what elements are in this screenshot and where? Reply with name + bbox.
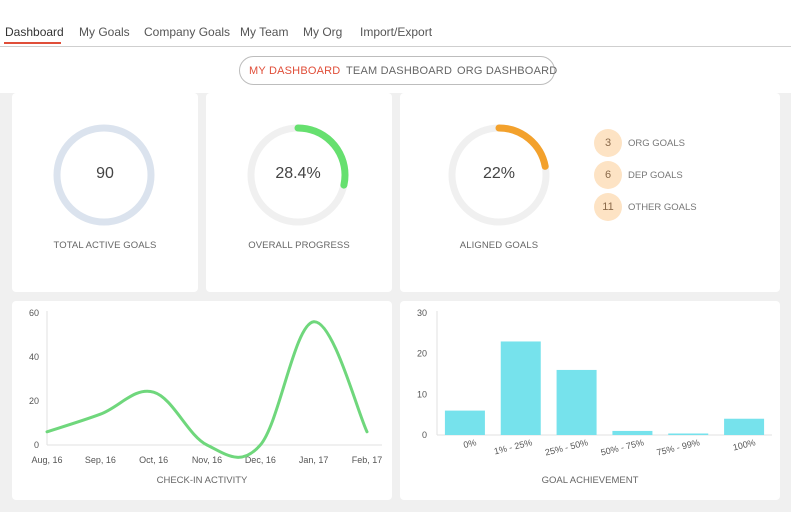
x-tick-label: Dec, 16: [245, 455, 276, 465]
overall-progress-caption: OVERALL PROGRESS: [248, 240, 350, 251]
overall-progress-ring-arc: [247, 124, 349, 226]
top-navigation: [0, 0, 791, 47]
x-tick-label: 25% - 50%: [544, 437, 589, 457]
y-tick-label: 20: [417, 349, 427, 359]
goal-achievement-bar: [500, 341, 541, 435]
x-tick-label: 100%: [732, 437, 757, 452]
x-tick-label: 75% - 99%: [656, 437, 701, 457]
y-tick-label: 0: [422, 430, 427, 440]
tab-company-goals[interactable]: Company Goals: [144, 25, 231, 39]
other-goals-count: 11: [594, 193, 622, 221]
x-tick-label: Nov, 16: [192, 455, 222, 465]
goal-achievement-bar: [556, 369, 597, 435]
dep-goals-count: 6: [594, 161, 622, 189]
y-tick-label: 0: [34, 440, 39, 450]
dashboard-switcher: [239, 56, 555, 85]
goal-achievement-bar: [724, 418, 765, 435]
x-tick-label: 1% - 25%: [493, 437, 533, 456]
x-tick-label: 0%: [462, 437, 477, 450]
aligned-goals-card: [400, 93, 780, 292]
tab-my-goals[interactable]: My Goals: [79, 25, 130, 39]
y-tick-label: 30: [417, 308, 427, 318]
total-goals-ring: [53, 124, 155, 226]
active-tab-indicator: [4, 42, 61, 44]
x-tick-label: Sep, 16: [85, 455, 116, 465]
x-tick-label: Feb, 17: [352, 455, 383, 465]
check-in-activity-chart: 0 20 40 60 Aug, 16 Sep, 16 Oct, 16 Nov, 16 Dec, …: [29, 308, 383, 486]
goal-achievement-bar: [668, 433, 709, 435]
y-tick-label: 10: [417, 389, 427, 399]
total-active-goals-value: 90: [96, 165, 114, 182]
aligned-goals-caption: ALIGNED GOALS: [459, 240, 539, 251]
tab-org-dashboard[interactable]: ORG DASHBOARD: [457, 65, 558, 77]
tab-import-export[interactable]: Import/Export: [360, 25, 433, 39]
aligned-goals-ring-arc: [448, 124, 550, 226]
check-in-activity-caption: CHECK-IN ACTIVITY: [157, 475, 248, 486]
other-goals-label: OTHER GOALS: [628, 202, 697, 213]
x-tick-label: Aug, 16: [31, 455, 62, 465]
tab-my-dashboard[interactable]: MY DASHBOARD: [249, 65, 341, 77]
goal-achievement-bar: [612, 430, 653, 435]
goal-achievement-bar: [444, 410, 485, 435]
overall-progress-ring: [247, 124, 349, 226]
aligned-goals-ring: [448, 124, 550, 226]
y-tick-label: 60: [29, 308, 39, 318]
dep-goals-label: DEP GOALS: [628, 170, 683, 181]
total-active-goals-caption: TOTAL ACTIVE GOALS: [53, 240, 157, 251]
overall-progress-value: 28.4%: [275, 165, 321, 182]
y-tick-label: 20: [29, 396, 39, 406]
org-goals-label: ORG GOALS: [628, 138, 686, 149]
total-goals-ring-track: [53, 124, 155, 226]
tab-dashboard[interactable]: Dashboard: [5, 25, 64, 39]
aligned-goals-value: 22%: [482, 165, 516, 182]
x-tick-label: Jan, 17: [299, 455, 329, 465]
y-tick-label: 40: [29, 352, 39, 362]
goal-achievement-caption: GOAL ACHIEVEMENT: [542, 475, 639, 486]
tab-my-team[interactable]: My Team: [240, 25, 289, 39]
goal-achievement-chart: 0 10 20 30 0% 1% - 25% 25% - 50% 50% - 75% 75% -…: [417, 308, 772, 486]
x-tick-label: 50% - 75%: [600, 437, 645, 457]
tab-team-dashboard[interactable]: TEAM DASHBOARD: [346, 65, 453, 77]
check-in-series-line: [45, 320, 369, 459]
org-goals-count: 3: [594, 129, 622, 157]
x-tick-label: Oct, 16: [139, 455, 168, 465]
tab-my-org[interactable]: My Org: [303, 25, 343, 39]
